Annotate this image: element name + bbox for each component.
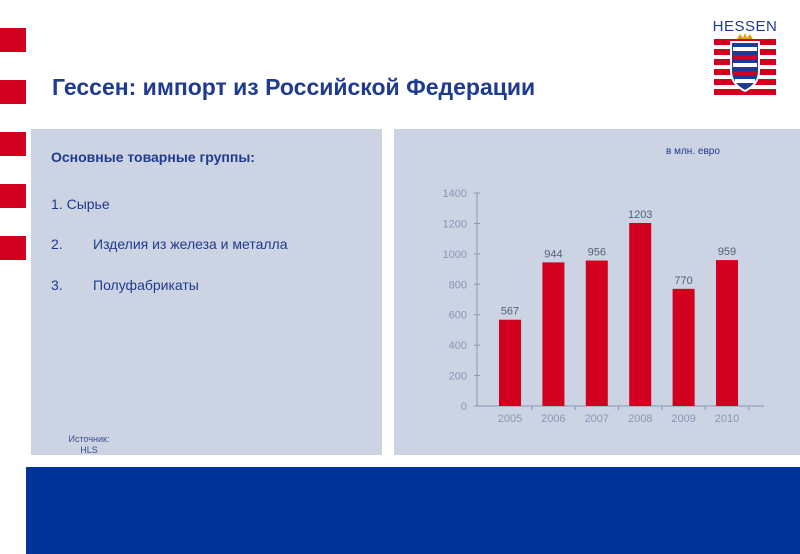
- red-side-tab: [0, 80, 26, 104]
- bar: [499, 319, 521, 406]
- chart-panel: в млн. евро 0 200 400 600 800 1000 1200 1400 567…: [394, 129, 800, 455]
- y-tick-label: 200: [449, 371, 467, 383]
- group-item: 1. Сырье: [51, 196, 110, 212]
- red-side-tab: [0, 236, 26, 260]
- x-tick-label: 2008: [628, 413, 652, 425]
- x-tick-label: 2005: [498, 413, 522, 425]
- bar-data-label: 1203: [628, 209, 652, 221]
- group-number: 3.: [51, 277, 63, 293]
- bar: [585, 260, 608, 406]
- red-side-tab: [0, 132, 26, 156]
- product-groups-panel: Основные товарные группы: 1. Сырье 2. Изд…: [31, 129, 382, 455]
- x-tick-label: 2009: [671, 413, 695, 425]
- bar-data-label: 959: [718, 246, 736, 258]
- source-value: HLS: [80, 445, 98, 455]
- bar: [716, 260, 738, 406]
- bar-data-label: 944: [544, 248, 562, 260]
- x-tick-label: 2006: [541, 413, 565, 425]
- hessen-logo: HESSEN: [712, 18, 778, 104]
- red-side-tab: [0, 184, 26, 208]
- bar: [672, 288, 695, 406]
- y-tick-label: 800: [449, 279, 467, 291]
- x-tick-label: 2010: [715, 413, 739, 425]
- bar-data-label: 770: [674, 275, 692, 287]
- group-label: Изделия из железа и металла: [93, 236, 288, 252]
- group-item: 3. Полуфабрикаты: [51, 277, 199, 293]
- bar: [542, 262, 565, 406]
- bar-data-label: 956: [588, 247, 606, 259]
- red-side-tab: [0, 28, 26, 52]
- footer-band: [26, 467, 800, 554]
- group-number: 1.: [51, 196, 63, 212]
- source-note: Источник: HLS: [67, 434, 111, 456]
- import-bar-chart: 0 200 400 600 800 1000 1200 1400 567 2005 944 2006 9…: [443, 188, 764, 425]
- group-label: Сырье: [66, 196, 110, 212]
- group-label: Полуфабрикаты: [93, 277, 199, 293]
- hessen-coat-of-arms-icon: [714, 33, 776, 95]
- y-tick-label: 400: [449, 340, 467, 352]
- source-label: Источник:: [68, 434, 110, 444]
- page-title: Гессен: импорт из Российской Федерации: [52, 74, 536, 100]
- group-number: 2.: [51, 236, 63, 252]
- y-tick-label: 1200: [443, 218, 467, 230]
- bar: [629, 222, 652, 406]
- y-tick-label: 600: [449, 310, 467, 322]
- chart-unit-label: в млн. евро: [666, 146, 720, 157]
- y-tick-label: 0: [461, 401, 467, 413]
- bar-data-label: 567: [501, 306, 519, 318]
- x-tick-label: 2007: [585, 413, 609, 425]
- group-item: 2. Изделия из железа и металла: [51, 236, 288, 252]
- groups-heading: Основные товарные группы:: [51, 149, 255, 165]
- logo-text: HESSEN: [712, 18, 778, 35]
- y-tick-label: 1000: [443, 249, 467, 261]
- y-tick-label: 1400: [443, 188, 467, 200]
